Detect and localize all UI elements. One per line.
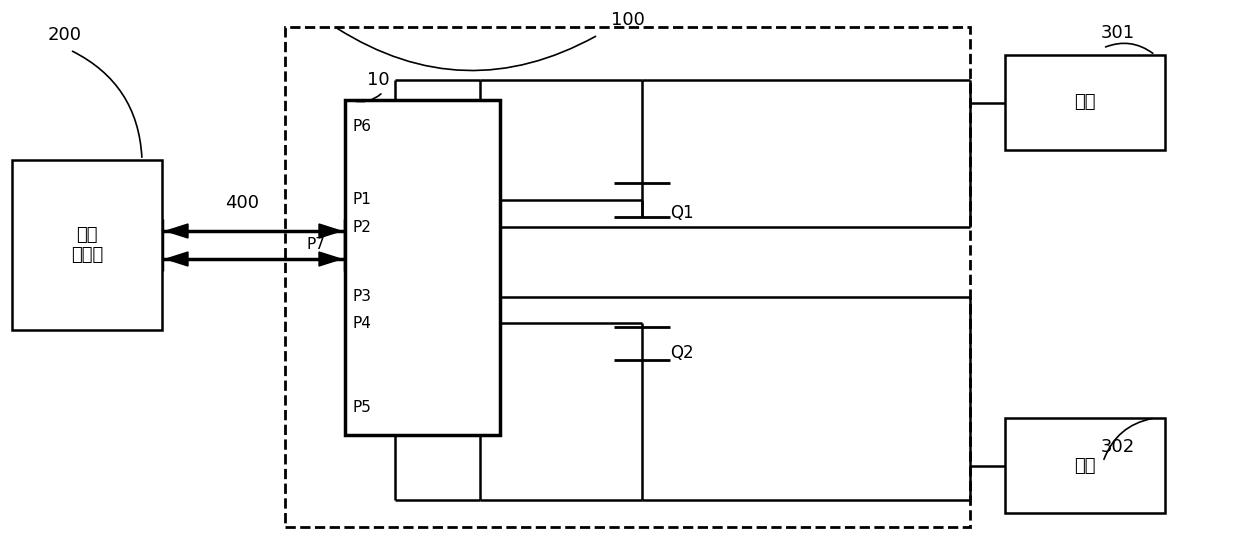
Text: P1: P1 <box>352 193 371 208</box>
Text: Q1: Q1 <box>670 204 694 222</box>
Text: 400: 400 <box>224 194 259 212</box>
Text: P2: P2 <box>352 219 371 235</box>
Text: 301: 301 <box>1101 24 1135 42</box>
Text: 200: 200 <box>48 26 82 44</box>
Text: 电芯: 电芯 <box>1074 93 1096 112</box>
Polygon shape <box>166 224 188 238</box>
Text: 302: 302 <box>1101 438 1135 456</box>
Polygon shape <box>166 252 188 266</box>
Text: P6: P6 <box>352 119 371 134</box>
Text: 100: 100 <box>611 11 645 29</box>
Bar <box>1004 418 1166 513</box>
Text: Q2: Q2 <box>670 344 694 362</box>
Text: 电芯: 电芯 <box>1074 457 1096 475</box>
Bar <box>1004 55 1166 150</box>
Polygon shape <box>319 224 341 238</box>
Text: P5: P5 <box>352 400 371 415</box>
Bar <box>285 27 970 527</box>
Text: P7: P7 <box>306 238 325 253</box>
Text: 外部
控制器: 外部 控制器 <box>71 225 103 264</box>
Bar <box>12 160 162 330</box>
Bar <box>345 100 500 435</box>
Text: 10: 10 <box>367 71 389 89</box>
Text: P4: P4 <box>352 315 371 330</box>
Text: P3: P3 <box>352 290 371 305</box>
Polygon shape <box>319 252 341 266</box>
